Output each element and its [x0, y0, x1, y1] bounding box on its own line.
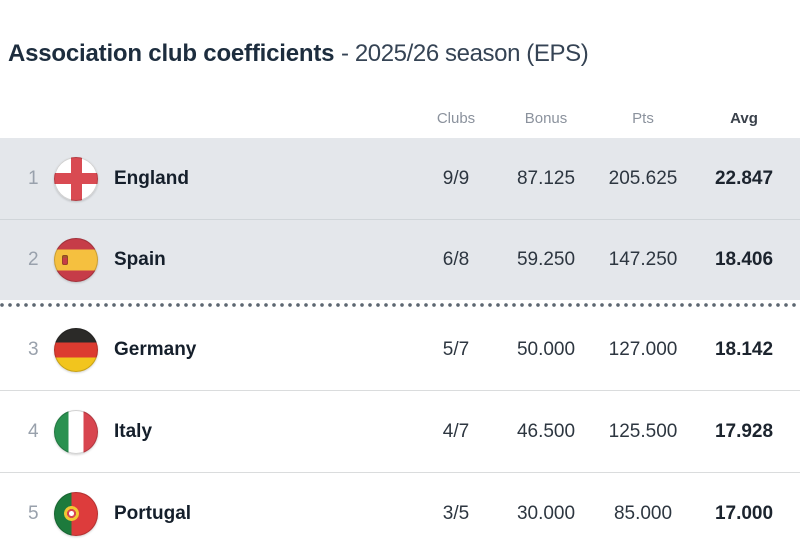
pts-value: 127.000: [608, 338, 678, 360]
avg-value: 18.142: [714, 338, 774, 360]
clubs-value: 9/9: [442, 167, 470, 189]
table-row-spain[interactable]: 2 Spain 6/8 59.250 147.250 18.406: [0, 219, 800, 300]
avg-value: 17.928: [714, 420, 774, 442]
bonus-value: 30.000: [516, 502, 576, 524]
rank-label: 5: [28, 502, 39, 524]
rank-label: 3: [28, 338, 39, 360]
bonus-value: 46.500: [516, 420, 576, 442]
header-pts: Pts: [632, 109, 654, 127]
table-row-italy[interactable]: 4 Italy 4/7 46.500 125.500 17.928: [0, 391, 800, 473]
clubs-value: 3/5: [442, 502, 470, 524]
spain-flag-icon: [54, 237, 98, 282]
coefficients-table: Clubs Bonus Pts Avg 1 England 9/9 87.125…: [0, 98, 800, 554]
pts-value: 85.000: [613, 502, 673, 524]
country-name: Spain: [114, 248, 166, 270]
header-clubs: Clubs: [436, 109, 476, 127]
header-bonus: Bonus: [524, 109, 568, 127]
country-name: Portugal: [114, 502, 192, 524]
qualification-cutoff-separator: [0, 303, 800, 307]
bonus-value: 50.000: [516, 338, 576, 360]
page-title-main: Association club coefficients: [8, 40, 335, 67]
germany-flag-icon: [54, 327, 98, 372]
rank-label: 2: [28, 248, 39, 270]
header-avg: Avg: [730, 109, 758, 127]
table-header-row: Clubs Bonus Pts Avg: [0, 98, 800, 138]
pts-value: 205.625: [608, 167, 678, 189]
clubs-value: 5/7: [442, 338, 470, 360]
italy-flag-icon: [54, 409, 98, 454]
table-row-england[interactable]: 1 England 9/9 87.125 205.625 22.847: [0, 138, 800, 219]
table-row-portugal[interactable]: 5 Portugal 3/5 30.000 85.000 17.000: [0, 473, 800, 554]
bonus-value: 59.250: [516, 248, 576, 270]
avg-value: 17.000: [714, 502, 774, 524]
country-name: Italy: [114, 420, 153, 442]
page-title: Association club coefficients - 2025/26 …: [0, 0, 800, 68]
england-flag-icon: [54, 156, 98, 201]
page-title-season: - 2025/26 season (EPS): [340, 40, 589, 67]
country-name: England: [114, 167, 189, 189]
clubs-value: 6/8: [442, 248, 470, 270]
rank-label: 4: [28, 420, 39, 442]
avg-value: 18.406: [714, 248, 774, 270]
country-name: Germany: [114, 338, 197, 360]
rank-label: 1: [28, 167, 39, 189]
pts-value: 125.500: [608, 420, 678, 442]
portugal-flag-icon: [54, 491, 98, 536]
pts-value: 147.250: [608, 248, 678, 270]
avg-value: 22.847: [714, 167, 774, 189]
table-row-germany[interactable]: 3 Germany 5/7 50.000 127.000 18.142: [0, 309, 800, 391]
bonus-value: 87.125: [516, 167, 576, 189]
clubs-value: 4/7: [442, 420, 470, 442]
